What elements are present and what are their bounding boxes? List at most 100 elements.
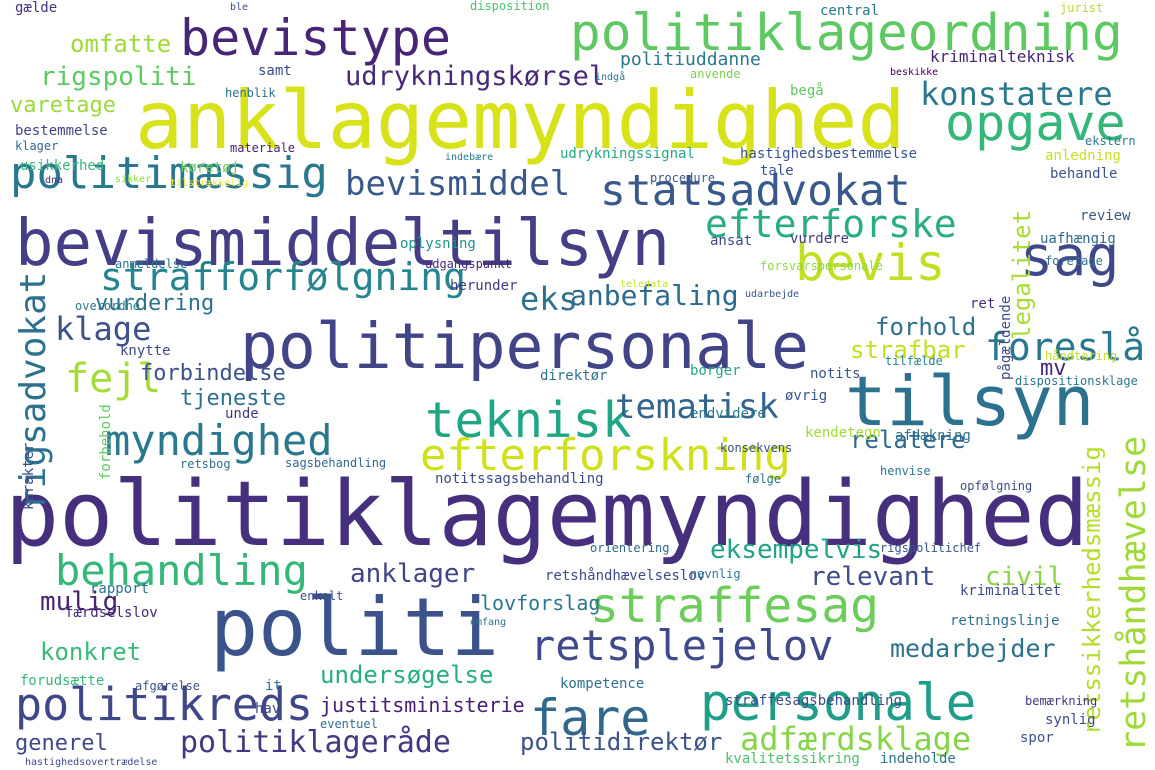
word: øvrig xyxy=(785,388,827,404)
word: henblik xyxy=(225,86,276,100)
word: retsplejelov xyxy=(530,621,833,670)
word: anmeldelse xyxy=(115,257,187,271)
word: politiklageråde xyxy=(180,725,451,760)
word: bemærkning xyxy=(1025,694,1097,708)
word: rapport xyxy=(90,581,149,597)
word: omfatte xyxy=(70,30,171,58)
word: ble xyxy=(230,2,248,13)
word: review xyxy=(1080,208,1131,224)
word: bevis xyxy=(795,234,946,292)
word: tilfælde xyxy=(885,354,943,368)
word: navnlig xyxy=(690,567,741,581)
word: ansat xyxy=(710,233,752,249)
word: tilsyn xyxy=(845,362,1094,442)
word: sag xyxy=(1020,224,1119,288)
word: afgørelse xyxy=(135,679,200,693)
word: politiklagemyndighed xyxy=(5,462,1089,567)
word: politiklageordning xyxy=(570,4,1123,63)
word: anbefaling xyxy=(570,279,739,312)
word: politikreds xyxy=(15,678,313,731)
word: retshåndhævelse xyxy=(1113,436,1154,752)
word: jurist xyxy=(1060,1,1103,15)
word: forbindelse xyxy=(140,361,286,386)
word: knytte xyxy=(120,343,171,359)
word: rigsadvokat xyxy=(13,272,54,510)
word: enkelt xyxy=(300,589,343,603)
word: forudsætte xyxy=(20,673,104,689)
word: tematisk xyxy=(615,387,779,427)
word: politipersonale xyxy=(240,310,809,383)
word: vurdere xyxy=(790,231,849,247)
word: ret xyxy=(970,296,995,312)
word: kvalitetssikring xyxy=(725,751,860,767)
word: konsekvens xyxy=(720,441,792,455)
word: politiuddanne xyxy=(620,49,761,70)
word: tale xyxy=(760,163,794,179)
word: bevistype xyxy=(180,9,451,67)
word: personale xyxy=(700,674,976,733)
word: relatere xyxy=(850,426,966,454)
word: retningslinje xyxy=(950,613,1060,629)
word: bevismiddeltilsyn xyxy=(15,207,670,281)
word: oplysning xyxy=(400,236,476,252)
word: bestemmelse xyxy=(15,123,108,139)
word: efterforskning xyxy=(420,430,791,481)
word: teknisk xyxy=(425,392,632,449)
word: dispositionsklage xyxy=(1015,374,1138,388)
word: dna xyxy=(45,175,63,186)
word: usikkerhed xyxy=(20,158,104,174)
word: overordne xyxy=(75,299,140,313)
word: politimæssig xyxy=(10,148,328,199)
word: legalitet xyxy=(1008,210,1036,340)
word: hav xyxy=(255,701,280,717)
word: forhold xyxy=(875,313,976,341)
word: fare xyxy=(530,689,650,747)
word: rigspolitichef xyxy=(880,541,981,555)
word: synlig xyxy=(1045,712,1096,728)
word: foretage xyxy=(1045,254,1103,268)
word: sikker xyxy=(115,174,151,185)
word: tilstrækkelig xyxy=(170,178,248,189)
word: myndighed xyxy=(105,416,333,465)
word: hastighedsbestemmelse xyxy=(740,146,917,162)
word: følge xyxy=(745,472,781,486)
word: eks xyxy=(520,280,578,318)
word: henvise xyxy=(880,464,931,478)
word: straffesagsbehandling xyxy=(725,693,902,709)
word: central xyxy=(820,3,879,19)
word: endvidere xyxy=(690,406,766,422)
word: medarbejder xyxy=(890,634,1056,663)
word: færdselslov xyxy=(65,605,158,621)
word: civil xyxy=(985,562,1063,592)
word: lovforslag xyxy=(480,591,600,615)
word: konstatere xyxy=(920,75,1113,113)
word: orientering xyxy=(590,541,669,555)
word: gælde xyxy=(15,0,57,16)
word: straffesag xyxy=(590,578,879,634)
word: karakter xyxy=(21,443,37,510)
word: indebære xyxy=(445,152,493,163)
word: relevant xyxy=(810,562,935,592)
word: begå xyxy=(790,82,824,99)
word: generel xyxy=(15,731,108,756)
word: forsvarspersonale xyxy=(760,259,883,273)
word: anklager xyxy=(350,559,475,589)
word: politidirektør xyxy=(520,728,722,756)
word: opfølgning xyxy=(960,479,1032,493)
word: forbehold xyxy=(98,404,114,480)
word: konkret xyxy=(40,638,141,666)
word: notits xyxy=(810,366,861,382)
word: anledning xyxy=(1045,148,1121,164)
word: indeholde xyxy=(880,751,956,767)
word: strafbar xyxy=(850,336,966,364)
word: bevismiddel xyxy=(345,164,570,204)
word: udrykningskørsel xyxy=(345,61,605,92)
word: vurdering xyxy=(95,291,214,316)
word: ekstern xyxy=(1085,134,1136,148)
word: justitsministerie xyxy=(320,693,525,717)
word: fejl xyxy=(65,356,161,402)
word: håndtering xyxy=(1045,349,1117,363)
word: varetage xyxy=(10,93,116,118)
